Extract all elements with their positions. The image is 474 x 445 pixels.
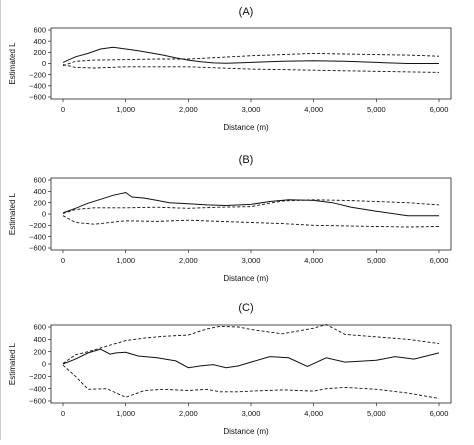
x-tick-label: 2,000	[179, 105, 198, 114]
panel-title: (B)	[239, 154, 254, 166]
estimated-l-line-1	[62, 46, 439, 64]
y-tick-label: 600	[33, 26, 46, 35]
x-tick-label: 5,000	[367, 256, 386, 265]
plot-frame	[50, 27, 452, 100]
x-tick-label: 6,000	[430, 409, 449, 418]
x-tick-label: 1,000	[116, 256, 135, 265]
x-axis-label: Distance (m)	[223, 274, 269, 283]
y-tick-label: 200	[33, 347, 46, 356]
y-tick-label: 200	[33, 48, 46, 57]
y-tick-label: −600	[29, 244, 46, 253]
x-tick-label: 6,000	[430, 256, 449, 265]
y-tick-label: 400	[33, 335, 46, 344]
x-tick-label: 3,000	[242, 409, 261, 418]
y-axis-label: Estimated L	[8, 342, 17, 385]
envelope-dashed-line-2	[62, 199, 440, 214]
envelope-dashed-line-3	[62, 215, 440, 228]
x-tick-label: 2,000	[179, 409, 198, 418]
y-tick-label: −400	[29, 81, 46, 90]
x-tick-label: 4,000	[304, 409, 323, 418]
panel-title: (C)	[238, 302, 253, 314]
chart-panel-1: (A) 600 400 200 0 −200 −400 −600 0 1,000 2,000 3,00…	[8, 6, 452, 132]
y-tick-label: 600	[33, 323, 46, 332]
y-tick-label: −600	[29, 397, 46, 406]
x-tick-label: 0	[61, 105, 65, 114]
y-tick-label: 0	[42, 59, 46, 68]
x-tick-label: 2,000	[179, 256, 198, 265]
x-tick-label: 1,000	[116, 105, 135, 114]
envelope-dashed-line-3	[62, 64, 440, 73]
y-axis-label: Estimated L	[8, 42, 17, 85]
x-tick-label: 6,000	[430, 105, 449, 114]
y-tick-label: −600	[29, 93, 46, 102]
y-tick-label: −200	[29, 70, 46, 79]
estimated-l-line-1	[62, 348, 440, 369]
y-tick-label: −400	[29, 384, 46, 393]
estimated-l-line-1	[62, 191, 439, 217]
x-axis-label: Distance (m)	[223, 427, 269, 436]
x-tick-label: 3,000	[242, 256, 261, 265]
plot-frame	[50, 177, 452, 251]
x-tick-label: 5,000	[367, 409, 386, 418]
y-axis-label: Estimated L	[8, 192, 17, 235]
y-tick-label: 400	[33, 187, 46, 196]
y-tick-label: 0	[42, 210, 46, 219]
x-tick-label: 5,000	[367, 105, 386, 114]
y-tick-label: 200	[33, 198, 46, 207]
y-tick-label: −200	[29, 221, 46, 230]
chart-panel-3: (C) 600 400 200 0 −200 −400 −600 0 1,000 2,000 3,00…	[8, 302, 452, 436]
y-tick-label: −200	[29, 372, 46, 381]
x-tick-label: 1,000	[116, 409, 135, 418]
x-tick-label: 4,000	[304, 256, 323, 265]
panel-title: (A)	[239, 6, 254, 18]
x-tick-label: 0	[61, 256, 65, 265]
envelope-dashed-line-2	[62, 52, 440, 67]
y-tick-label: −400	[29, 232, 46, 241]
envelope-dashed-line-3	[62, 364, 440, 399]
y-tick-label: 0	[42, 360, 46, 369]
envelope-dashed-line-2	[62, 324, 440, 364]
x-axis-label: Distance (m)	[223, 123, 269, 132]
chart-panel-2: (B) 600 400 200 0 −200 −400 −600 0 1,000 2,000 3,00…	[8, 154, 452, 283]
x-tick-label: 3,000	[242, 105, 261, 114]
x-tick-label: 4,000	[304, 105, 323, 114]
y-tick-label: 400	[33, 37, 46, 46]
y-tick-label: 600	[33, 176, 46, 185]
x-tick-label: 0	[61, 409, 65, 418]
